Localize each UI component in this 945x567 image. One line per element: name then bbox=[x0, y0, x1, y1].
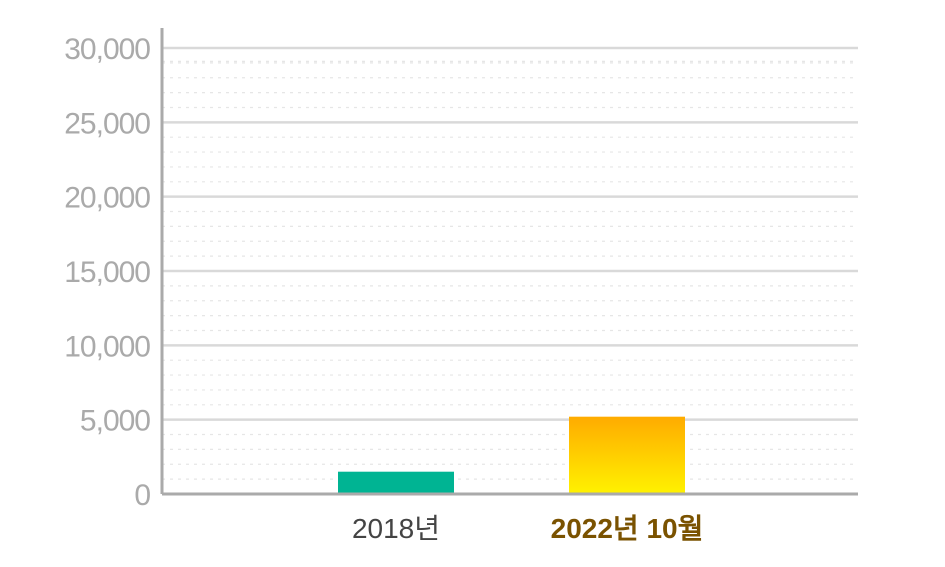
y-tick-label: 30,000 bbox=[64, 33, 150, 66]
y-axis-tick-labels: 0 5,000 10,000 15,000 20,000 25,000 30,000 bbox=[64, 33, 151, 512]
y-tick-label: 5,000 bbox=[80, 405, 150, 438]
bar-1 bbox=[338, 471, 454, 494]
y-tick-label: 10,000 bbox=[64, 330, 150, 363]
x-axis-category-labels: 2018년 2022년 10월 bbox=[352, 513, 703, 544]
y-tick-label: 25,000 bbox=[64, 107, 150, 140]
bar-2 bbox=[569, 416, 685, 494]
y-tick-label: 15,000 bbox=[64, 256, 150, 289]
x-category-label: 2018년 bbox=[352, 513, 440, 544]
y-tick-label: 20,000 bbox=[64, 182, 150, 215]
major-gridlines bbox=[162, 46, 858, 421]
y-tick-label: 0 bbox=[134, 479, 150, 512]
bars bbox=[338, 416, 685, 494]
x-category-label: 2022년 10월 bbox=[551, 513, 704, 544]
